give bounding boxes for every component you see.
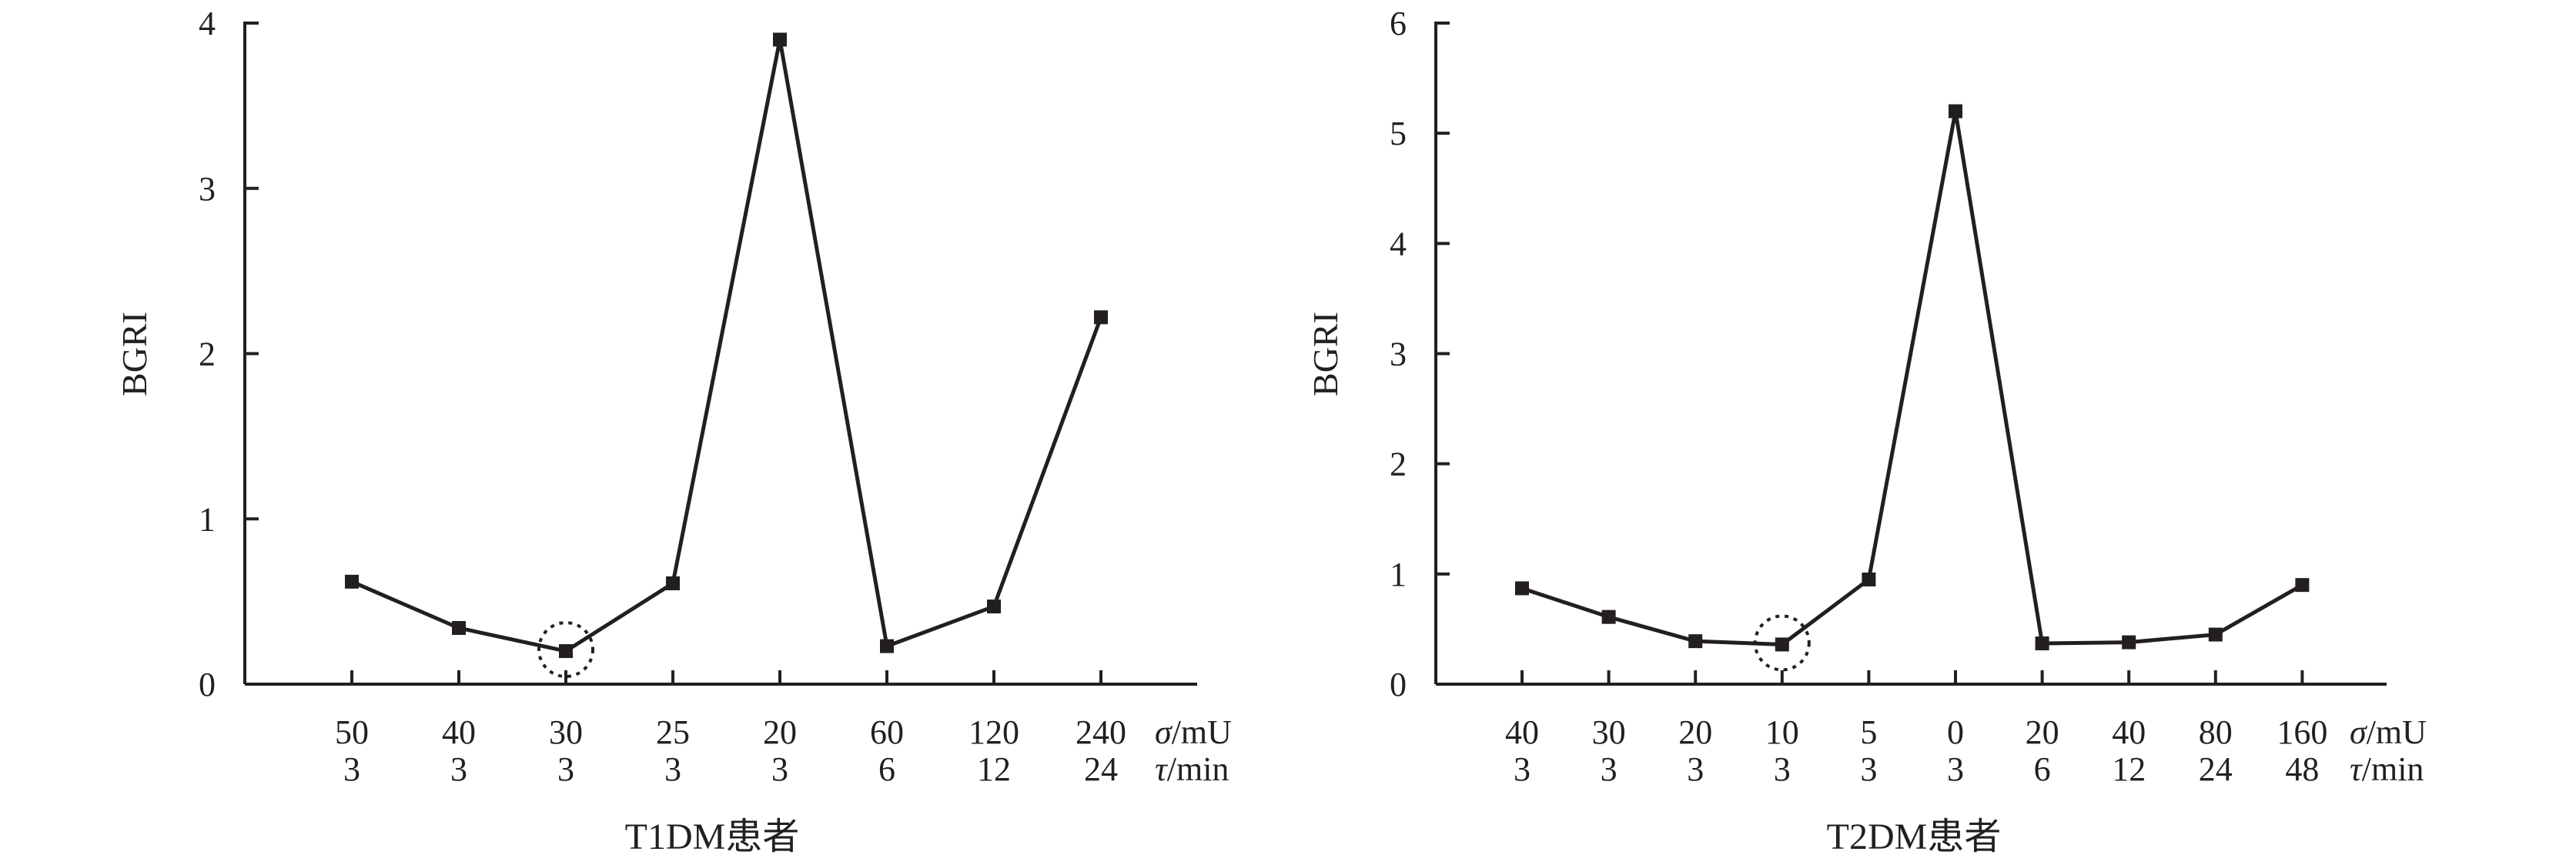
- y-tick-label: 5: [1390, 115, 1407, 152]
- x-tick-label-tau: 24: [1084, 750, 1118, 788]
- y-axis-title: BGRI: [115, 312, 154, 396]
- x-tick-label-sigma: 40: [2112, 713, 2146, 751]
- x-tick-label-tau: 3: [557, 750, 574, 788]
- chart-t1dm: 01234BGRI5034033032532036061201224024σ/m…: [115, 5, 1232, 857]
- x-tick-label-sigma: 40: [1505, 713, 1539, 751]
- data-point: [773, 32, 787, 47]
- y-tick-label: 1: [1390, 556, 1407, 593]
- x-tick-label-tau: 3: [1947, 750, 1964, 788]
- y-tick-label: 0: [1390, 666, 1407, 703]
- y-tick-label: 2: [1390, 446, 1407, 483]
- x-tick-label-sigma: 5: [1860, 713, 1877, 751]
- x-tick-label-sigma: 50: [335, 713, 369, 751]
- x-tick-label-sigma: 25: [656, 713, 690, 751]
- data-point: [559, 644, 573, 659]
- x-tick-label-tau: 3: [1860, 750, 1877, 788]
- x-tick-label-tau: 3: [1514, 750, 1531, 788]
- x-tick-label-tau: 3: [450, 750, 467, 788]
- x-tick-label-sigma: 30: [1592, 713, 1626, 751]
- x-tick-label-tau: 3: [1774, 750, 1791, 788]
- x-tick-label-sigma: 80: [2199, 713, 2233, 751]
- x-tick-label-tau: 3: [1687, 750, 1704, 788]
- x-tick-label-sigma: 20: [763, 713, 797, 751]
- x-tick-label-tau: 3: [1601, 750, 1618, 788]
- tau-unit-label: τ/min: [2350, 750, 2424, 788]
- x-tick-label-sigma: 60: [870, 713, 904, 751]
- y-tick-label: 4: [1390, 225, 1407, 262]
- data-point: [1949, 104, 1962, 119]
- x-tick-label-tau: 6: [2034, 750, 2051, 788]
- data-point: [1775, 637, 1789, 652]
- tau-unit-label: τ/min: [1155, 750, 1229, 788]
- series-line: [351, 37, 1103, 653]
- data-point: [987, 599, 1001, 614]
- data-point: [2035, 636, 2049, 651]
- data-point: [1601, 610, 1616, 624]
- data-point: [2208, 627, 2223, 642]
- x-tick-label-tau: 12: [977, 750, 1011, 788]
- data-point: [2122, 635, 2136, 650]
- y-tick-label: 2: [199, 336, 216, 373]
- x-tick-label-tau: 48: [2285, 750, 2319, 788]
- x-tick-label-sigma: 10: [1765, 713, 1799, 751]
- data-point: [666, 576, 680, 591]
- y-tick-label: 3: [199, 170, 216, 208]
- optimum-highlight-circle: [1753, 614, 1811, 672]
- data-point: [2295, 578, 2310, 593]
- data-point: [1688, 634, 1703, 649]
- x-tick-label-sigma: 20: [2026, 713, 2059, 751]
- x-tick-label-sigma: 120: [969, 713, 1019, 751]
- data-point: [1094, 310, 1108, 325]
- data-point: [1862, 572, 1876, 586]
- x-axis-title: T2DM患者: [1827, 817, 2002, 857]
- y-tick-label: 3: [1390, 336, 1407, 373]
- x-axis-title: T1DM患者: [625, 817, 800, 857]
- data-point: [1515, 581, 1529, 596]
- y-tick-label: 0: [199, 666, 216, 703]
- data-point: [880, 639, 894, 653]
- optimum-highlight-circle: [537, 621, 594, 679]
- y-tick-label: 4: [199, 5, 216, 42]
- x-tick-label-tau: 24: [2199, 750, 2233, 788]
- x-tick-label-sigma: 160: [2277, 713, 2327, 751]
- x-tick-label-tau: 6: [878, 750, 895, 788]
- chart-t2dm: 0123456BGRI40330320310353032064012802416…: [1306, 5, 2427, 857]
- x-tick-label-sigma: 0: [1947, 713, 1964, 751]
- x-tick-label-sigma: 30: [549, 713, 583, 751]
- x-tick-label-sigma: 20: [1678, 713, 1712, 751]
- y-tick-label: 1: [199, 500, 216, 538]
- y-axis-title: BGRI: [1306, 312, 1345, 396]
- x-tick-label-sigma: 40: [442, 713, 476, 751]
- y-tick-label: 6: [1390, 5, 1407, 42]
- x-tick-label-tau: 3: [771, 750, 788, 788]
- data-point: [452, 620, 466, 635]
- x-tick-label-tau: 3: [664, 750, 681, 788]
- sigma-unit-label: σ/mU: [1155, 713, 1232, 751]
- series-line: [1521, 109, 2303, 646]
- x-tick-label-tau: 3: [343, 750, 360, 788]
- x-tick-label-tau: 12: [2112, 750, 2146, 788]
- sigma-unit-label: σ/mU: [2350, 713, 2427, 751]
- x-tick-label-sigma: 240: [1076, 713, 1126, 751]
- data-point: [345, 574, 359, 589]
